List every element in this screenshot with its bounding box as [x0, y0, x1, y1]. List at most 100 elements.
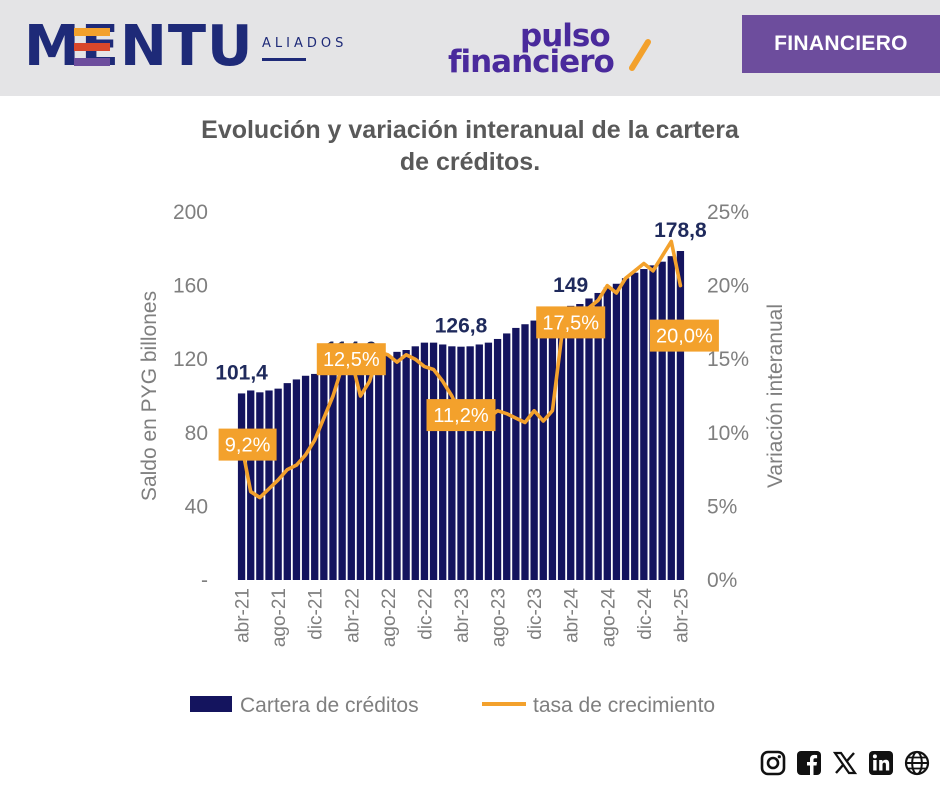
- facebook-icon[interactable]: [794, 748, 824, 778]
- line-value-label: 9,2%: [225, 435, 271, 457]
- pulso-financiero-logo[interactable]: pulso financiero: [448, 20, 658, 84]
- bar: [320, 372, 328, 580]
- bar: [667, 256, 675, 580]
- bar: [311, 373, 319, 580]
- bar: [603, 287, 611, 580]
- bar: [503, 333, 511, 580]
- bar: [475, 344, 483, 580]
- bar: [658, 261, 666, 580]
- y-tick-label: 200: [173, 201, 208, 224]
- bar: [631, 272, 639, 580]
- logo-slash-icon: [629, 39, 651, 71]
- y-axis-title: Saldo en PYG billones: [138, 291, 161, 501]
- y-tick-label: 40: [185, 495, 208, 518]
- line-value-label: 17,5%: [542, 312, 599, 334]
- bar: [265, 390, 273, 580]
- bar: [347, 370, 355, 580]
- bar: [493, 338, 502, 580]
- legend-bar-swatch: [190, 696, 232, 712]
- x-tick-label: abr-22: [342, 588, 363, 643]
- bar: [585, 298, 593, 580]
- logo-stripe-red: [74, 43, 110, 51]
- x-tick-label: dic-24: [635, 588, 656, 640]
- x-tick-label: dic-22: [415, 588, 436, 640]
- bar: [530, 320, 538, 580]
- x-tick-label: abr-24: [562, 588, 583, 643]
- logo-stripe-orange: [74, 28, 110, 36]
- line-value-label: 11,2%: [433, 405, 488, 427]
- bar-value-label: 178,8: [654, 219, 707, 242]
- y2-tick-label: 15%: [707, 348, 749, 371]
- financiero-text: financiero: [448, 44, 615, 80]
- bar: [301, 375, 310, 580]
- line-label-box: [316, 343, 386, 376]
- bar: [448, 346, 456, 580]
- header-bar: MENTU ALIADOS pulso financiero FINANCIER…: [0, 0, 940, 96]
- bar: [356, 366, 365, 580]
- bar: [649, 265, 657, 580]
- y2-axis-title: Variación interanual: [764, 304, 787, 488]
- line-label-box: [649, 319, 719, 352]
- bar: [466, 346, 474, 580]
- logo-dash: [262, 58, 306, 61]
- aliados-text: ALIADOS: [262, 36, 348, 51]
- x-tick-label: abr-21: [233, 588, 254, 643]
- bar: [594, 292, 602, 580]
- legend-label: Cartera de créditos: [240, 694, 419, 717]
- instagram-icon[interactable]: [758, 748, 788, 778]
- y-tick-label: 160: [173, 275, 208, 298]
- y2-tick-label: 0%: [707, 569, 737, 592]
- chart-svg: - 40 80 120 160 200 0% 5% 10% 15% 20% 25% Saldo en P…: [138, 201, 787, 717]
- x-icon[interactable]: [830, 748, 860, 778]
- bar: [521, 324, 529, 580]
- pulso-text: pulso: [520, 18, 611, 54]
- bar: [557, 315, 566, 580]
- x-tick-label: ago-22: [379, 588, 400, 647]
- bar: [567, 305, 575, 580]
- y-tick-label: 80: [185, 422, 208, 445]
- y2-tick-label: 5%: [707, 495, 737, 518]
- x-tick-label: abr-23: [452, 588, 473, 643]
- bar: [612, 283, 621, 580]
- social-icons: [758, 748, 932, 780]
- linkedin-icon[interactable]: [866, 748, 896, 778]
- financiero-badge: FINANCIERO: [742, 15, 940, 73]
- bar: [384, 355, 392, 580]
- bar: [237, 393, 246, 580]
- bar-value-label: 101,4: [215, 361, 268, 384]
- bar: [420, 342, 429, 580]
- bar: [393, 351, 401, 580]
- x-tick-label: dic-21: [306, 588, 327, 640]
- line-value-label: 20,0%: [656, 326, 713, 348]
- bar: [621, 278, 630, 580]
- globe-icon[interactable]: [902, 748, 932, 778]
- bar: [375, 359, 383, 580]
- bar: [676, 251, 685, 580]
- bar: [329, 370, 337, 580]
- bar: [338, 370, 346, 580]
- legend-label: tasa de crecimiento: [533, 694, 715, 717]
- bar: [429, 342, 438, 580]
- bar: [292, 379, 301, 580]
- y2-tick-label: 10%: [707, 422, 749, 445]
- y-tick-label: 120: [173, 348, 208, 371]
- line-label-box: [536, 306, 606, 339]
- mentu-logo-text: MENTU: [24, 14, 254, 79]
- x-tick-label: ago-21: [269, 588, 290, 647]
- x-tick-label: abr-25: [671, 588, 692, 643]
- chart-title: Evolución y variación interanual de la c…: [201, 116, 739, 176]
- x-tick-label: dic-23: [525, 588, 546, 640]
- bar: [402, 350, 410, 580]
- bar: [548, 318, 557, 580]
- bar: [640, 269, 648, 580]
- logo-stripe-purple: [74, 58, 110, 66]
- y-tick-label: -: [201, 569, 208, 592]
- bar-value-label: 149: [553, 274, 588, 297]
- bar: [411, 346, 419, 580]
- bar: [274, 388, 282, 580]
- bar: [539, 318, 547, 580]
- line-label-box: [426, 399, 496, 432]
- y2-tick-label: 20%: [707, 275, 749, 298]
- line-value-label: 12,5%: [323, 349, 380, 371]
- bar: [576, 304, 584, 580]
